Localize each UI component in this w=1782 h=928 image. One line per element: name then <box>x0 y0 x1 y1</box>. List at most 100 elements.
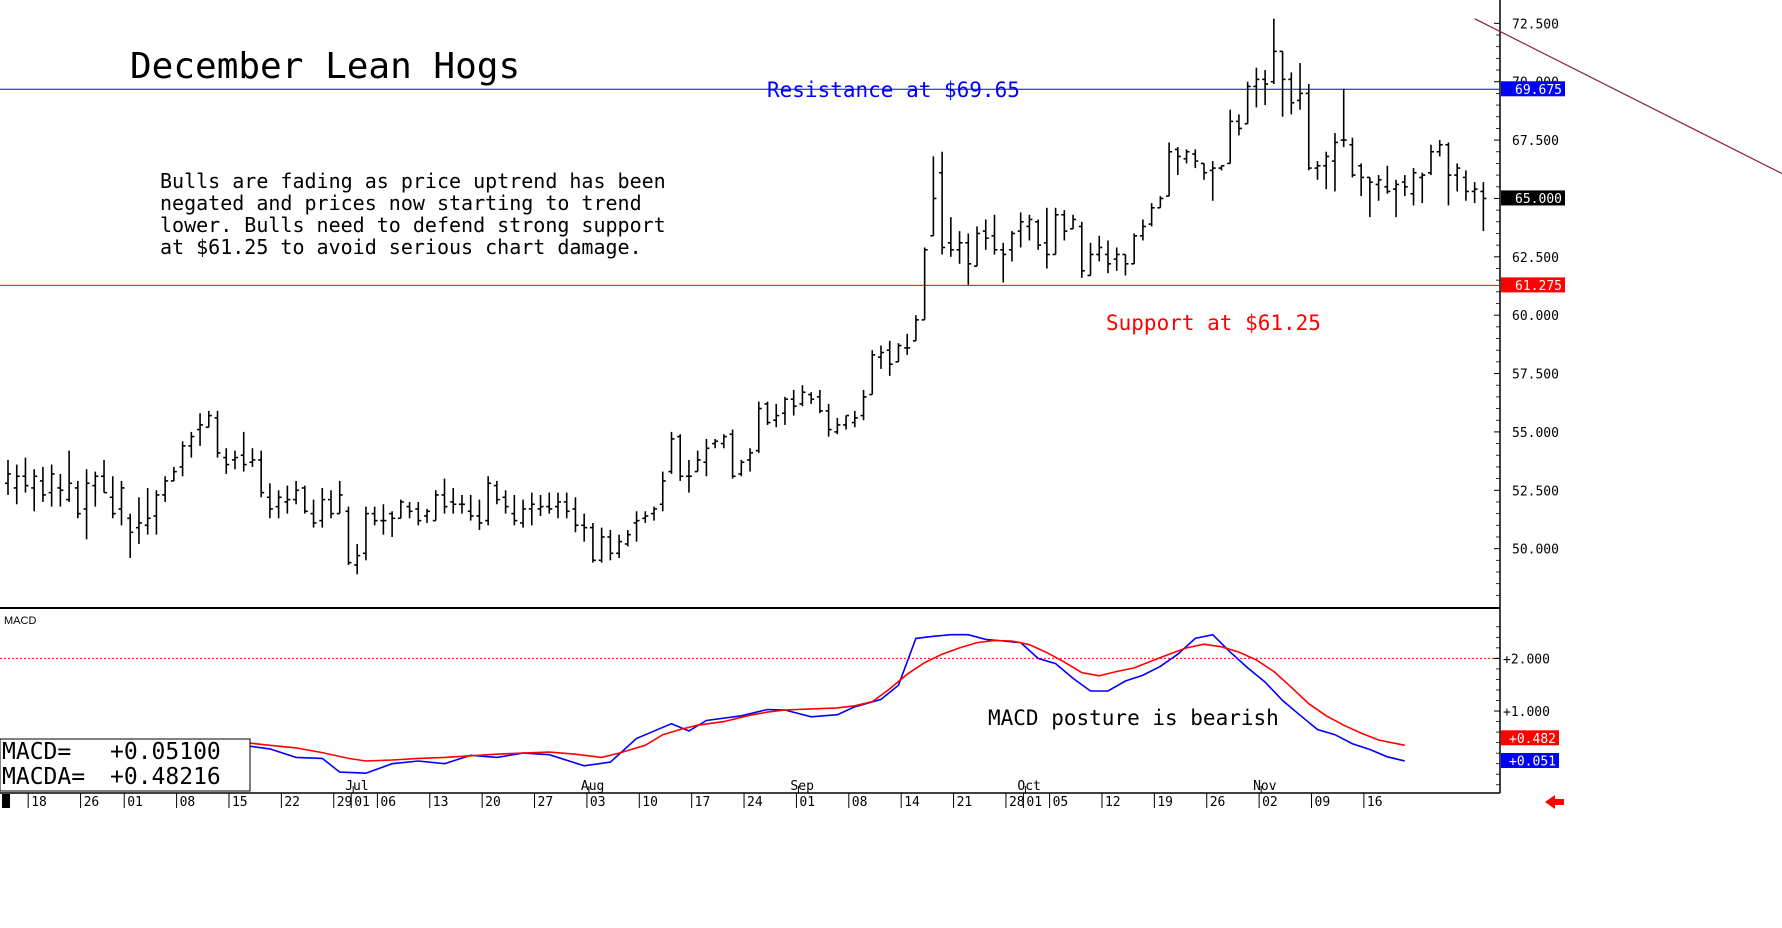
price-bar <box>834 417 841 435</box>
price-bar <box>1096 235 1103 262</box>
x-tick-label: 24 <box>747 795 763 810</box>
price-bar <box>1227 109 1234 165</box>
price-bar <box>205 410 212 429</box>
price-bar <box>563 492 570 519</box>
price-bar <box>127 513 134 558</box>
price-bar <box>1052 207 1059 256</box>
price-bar <box>39 466 46 502</box>
price-bar <box>502 490 509 514</box>
svg-text:61.275: 61.275 <box>1515 279 1562 294</box>
price-bar <box>616 534 623 558</box>
y-tick-label: 72.500 <box>1512 17 1559 32</box>
price-bar <box>397 499 404 520</box>
price-bar <box>1061 210 1068 241</box>
price-bar <box>336 480 343 515</box>
price-bar <box>1174 147 1181 176</box>
x-tick-label: 10 <box>642 795 658 810</box>
macd-axis-ticks: +2.000 +1.000 <box>1494 626 1550 786</box>
price-bar <box>624 529 631 547</box>
y-tick-label: 62.500 <box>1512 251 1559 266</box>
price-bar <box>729 429 736 479</box>
price-bar <box>319 487 326 528</box>
price-bar <box>1008 231 1015 262</box>
price-bar <box>878 345 884 369</box>
price-bar <box>197 413 204 446</box>
price-bar <box>1139 219 1146 241</box>
price-bar <box>633 511 640 542</box>
x-tick-label: 16 <box>1367 795 1383 810</box>
scroll-handle-icon[interactable] <box>2 794 10 808</box>
price-bar <box>380 504 387 535</box>
price-bar <box>1480 182 1487 232</box>
price-bar <box>755 401 762 453</box>
price-bar <box>57 473 64 507</box>
price-bar <box>921 247 928 321</box>
x-tick-label: 28 <box>1009 795 1025 810</box>
price-bar <box>1340 88 1347 148</box>
x-tick-label: 29 <box>337 795 353 810</box>
scroll-left-arrow-icon[interactable] <box>1545 795 1564 809</box>
x-tick-label: 01 <box>354 795 370 810</box>
price-bar <box>293 480 300 505</box>
macd-y-tick-label: +2.000 <box>1503 652 1550 667</box>
price-bar <box>685 459 692 493</box>
price-bar <box>572 497 579 533</box>
price-bar <box>1017 212 1024 248</box>
price-bar <box>101 459 108 494</box>
svg-text:65.000: 65.000 <box>1515 192 1562 207</box>
price-bar <box>843 414 850 430</box>
price-bar <box>712 438 719 449</box>
price-bar <box>5 459 11 495</box>
x-tick-label: 09 <box>1315 795 1331 810</box>
x-tick-label: 27 <box>538 795 554 810</box>
price-bar <box>441 478 448 514</box>
price-bar <box>589 522 596 563</box>
commentary-line: Bulls are fading as price uptrend has be… <box>160 169 666 193</box>
month-label: Oct <box>1017 779 1040 794</box>
price-bar <box>1427 144 1434 176</box>
y-tick-label: 57.500 <box>1512 368 1559 383</box>
price-bar <box>947 217 954 257</box>
price-bar <box>886 340 893 376</box>
commentary-line: negated and prices now starting to trend <box>160 191 642 215</box>
y-tick-label: 67.500 <box>1512 134 1559 149</box>
price-bar <box>1401 175 1408 197</box>
x-tick-label: 01 <box>799 795 815 810</box>
price-bar <box>1131 233 1138 265</box>
resistance-label: Resistance at $69.65 <box>767 78 1020 102</box>
price-bar <box>179 441 186 477</box>
price-bar <box>1104 240 1111 274</box>
price-bar <box>1192 149 1199 169</box>
price-bar <box>1244 81 1251 125</box>
price-bar <box>415 501 422 526</box>
price-bar <box>1419 172 1426 204</box>
price-bar <box>694 450 701 473</box>
price-bar <box>231 450 238 470</box>
price-bar <box>1445 142 1452 206</box>
price-bar <box>476 499 483 530</box>
price-bar <box>214 410 221 458</box>
price-bar <box>520 499 527 528</box>
price-bar <box>1349 137 1356 178</box>
price-bar <box>790 389 797 416</box>
month-label: Aug <box>581 779 604 794</box>
price-bar <box>389 511 396 537</box>
x-tick-label: 19 <box>1157 795 1173 810</box>
resistance-price-tag: 69.675 <box>1501 81 1565 98</box>
price-bar <box>581 513 588 542</box>
x-tick-label: 26 <box>84 795 100 810</box>
price-bar <box>1297 63 1304 110</box>
price-bar <box>371 506 378 526</box>
price-bar <box>135 497 142 544</box>
price-bar <box>249 448 256 467</box>
price-bar <box>83 469 90 540</box>
x-tick-label: 15 <box>232 795 248 810</box>
price-bar <box>773 403 780 428</box>
price-bar <box>22 457 29 493</box>
price-bar <box>1235 114 1242 136</box>
price-bars <box>5 18 1487 575</box>
price-bar <box>310 499 317 528</box>
price-bar <box>424 508 431 523</box>
price-bar <box>1043 207 1050 269</box>
price-bar <box>458 494 465 514</box>
